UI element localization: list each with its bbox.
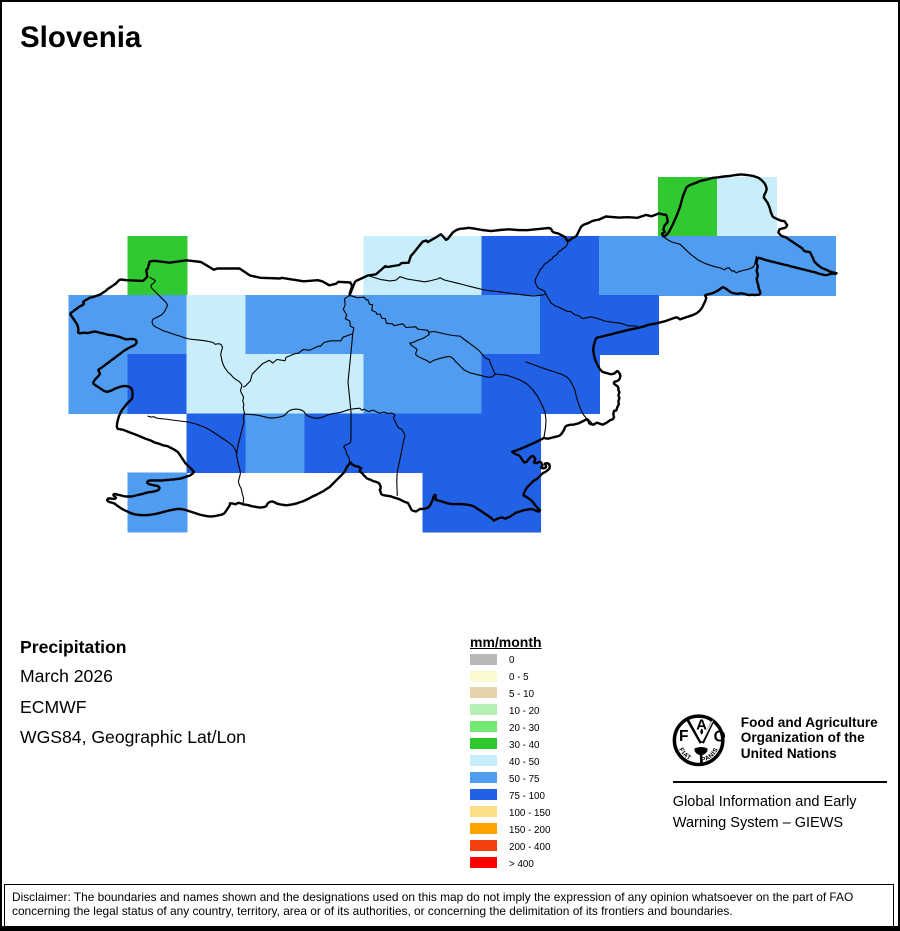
svg-text:F: F <box>679 728 688 745</box>
svg-text:O: O <box>714 728 726 745</box>
svg-text:A: A <box>696 716 707 733</box>
